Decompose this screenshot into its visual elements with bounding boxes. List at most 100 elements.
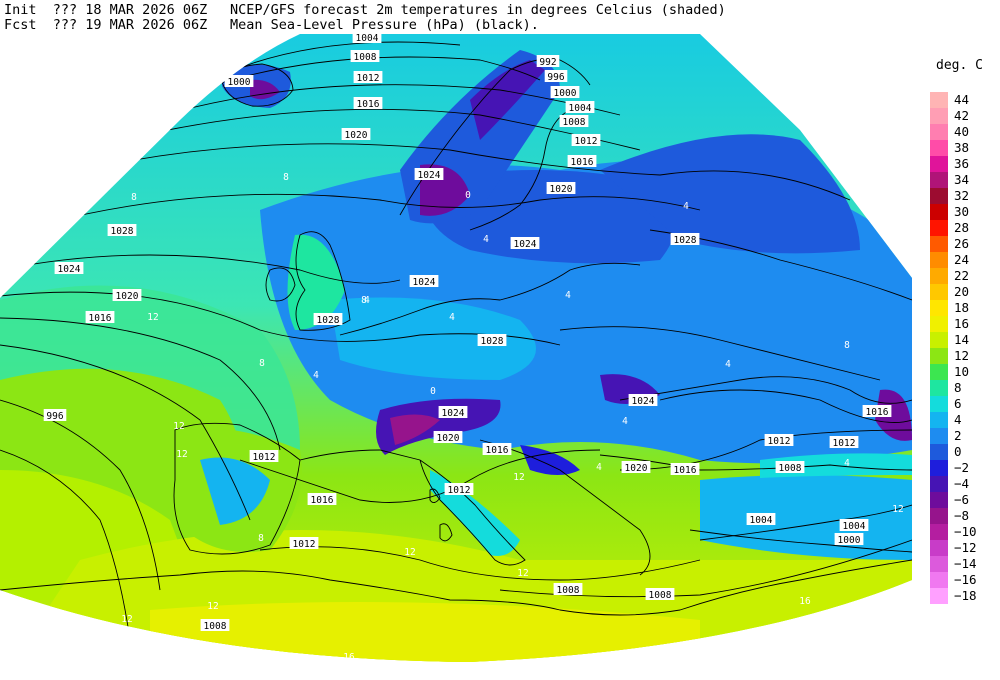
svg-text:1012: 1012 — [293, 539, 316, 550]
svg-text:1004: 1004 — [750, 515, 773, 526]
colorbar-entry: 24 — [930, 252, 990, 268]
colorbar-swatch — [930, 380, 948, 396]
temperature-label: 12 — [517, 568, 528, 579]
svg-text:996: 996 — [547, 72, 564, 83]
temperature-label: 16 — [799, 596, 811, 607]
isobar-label: 1024 — [414, 168, 444, 181]
colorbar-swatch — [930, 460, 948, 476]
isobar-label: 1028 — [313, 313, 343, 326]
svg-text:1024: 1024 — [632, 396, 655, 407]
colorbar-entry: 32 — [930, 188, 990, 204]
svg-text:1012: 1012 — [253, 452, 276, 463]
colorbar-label: −18 — [954, 588, 977, 603]
svg-text:1016: 1016 — [486, 445, 509, 456]
colorbar-swatch — [930, 364, 948, 380]
temperature-label: 8 — [844, 340, 850, 351]
svg-text:1028: 1028 — [481, 336, 504, 347]
temperature-label: 4 — [449, 312, 455, 323]
colorbar-label: 44 — [954, 92, 970, 107]
isobar-label: 1016 — [670, 463, 700, 476]
colorbar-swatch — [930, 316, 948, 332]
isobar-label: 1012 — [829, 436, 859, 449]
colorbar-swatch — [930, 284, 948, 300]
colorbar-entry: 26 — [930, 236, 990, 252]
svg-text:992: 992 — [539, 57, 556, 68]
svg-text:1000: 1000 — [228, 77, 251, 88]
temperature-label: 12 — [173, 421, 184, 432]
temperature-label: 4 — [683, 201, 689, 212]
colorbar-swatch — [930, 540, 948, 556]
colorbar-entry: 22 — [930, 268, 990, 284]
isobar-label: 1012 — [353, 71, 383, 84]
isobars — [0, 41, 912, 641]
colorbar-entry: 4 — [930, 412, 990, 428]
colorbar-label: 22 — [954, 268, 970, 283]
colorbar-entry: −10 — [930, 524, 990, 540]
colorbar-label: 10 — [954, 364, 970, 379]
svg-text:1028: 1028 — [674, 235, 697, 246]
svg-text:1004: 1004 — [356, 33, 379, 44]
isobar-label: 1020 — [341, 128, 371, 141]
colorbar-swatch — [930, 268, 948, 284]
colorbar-entry: −14 — [930, 556, 990, 572]
svg-text:1008: 1008 — [779, 463, 802, 474]
svg-text:1024: 1024 — [58, 264, 81, 275]
fcst-row: Fcst ??? 19 MAR 2026 06Z — [4, 17, 207, 33]
isobar-label: 1000 — [224, 75, 254, 88]
colorbar-label: 40 — [954, 124, 970, 139]
colorbar-entry: 6 — [930, 396, 990, 412]
temperature-label: 0 — [430, 386, 436, 397]
colorbar-swatch — [930, 204, 948, 220]
colorbar-label: −12 — [954, 540, 977, 555]
temperature-label: 4 — [565, 290, 571, 301]
colorbar-label: 16 — [954, 316, 970, 331]
svg-text:1020: 1020 — [345, 130, 368, 141]
isobar-label: 1004 — [746, 513, 776, 526]
temperature-label: 4 — [725, 359, 731, 370]
colorbar-swatch — [930, 188, 948, 204]
svg-text:1012: 1012 — [357, 73, 380, 84]
isobar-labels: 1004 1008 1012 1016 1000 1020 992 996 1000 1004 10… — [43, 31, 892, 632]
svg-text:1000: 1000 — [554, 88, 577, 99]
init-row: Init ??? 18 MAR 2026 06Z — [4, 2, 207, 18]
temperature-label: 8 — [259, 358, 265, 369]
temperature-label: 4 — [483, 234, 489, 245]
colorbar-swatch — [930, 108, 948, 124]
svg-text:1016: 1016 — [571, 157, 594, 168]
svg-text:1024: 1024 — [514, 239, 537, 250]
colorbar-swatch — [930, 524, 948, 540]
colorbar-label: 32 — [954, 188, 970, 203]
svg-text:1024: 1024 — [442, 408, 465, 419]
temperature-label: 8 — [283, 172, 289, 183]
colorbar-label: 12 — [954, 348, 970, 363]
colorbar-label: 20 — [954, 284, 970, 299]
isobar-label: 1004 — [565, 101, 595, 114]
temperature-label: 4 — [596, 462, 602, 473]
isobar-label: 1008 — [775, 461, 805, 474]
colorbar-label: −14 — [954, 556, 977, 571]
isobar-label: 1004 — [839, 519, 869, 532]
colorbar-label: 4 — [954, 412, 962, 427]
svg-text:1024: 1024 — [418, 170, 441, 181]
colorbar-entry: 20 — [930, 284, 990, 300]
colorbar-label: 8 — [954, 380, 962, 395]
colorbar-label: 38 — [954, 140, 970, 155]
temperature-label: 12 — [513, 472, 524, 483]
svg-text:1004: 1004 — [843, 521, 866, 532]
colorbar-label: 42 — [954, 108, 970, 123]
colorbar-entry: 34 — [930, 172, 990, 188]
colorbar-swatch — [930, 236, 948, 252]
isobar-label: 1020 — [621, 461, 651, 474]
temperature-label: 4 — [844, 458, 850, 469]
svg-text:1016: 1016 — [357, 99, 380, 110]
svg-text:1012: 1012 — [448, 485, 471, 496]
isobar-label: 1012 — [289, 537, 319, 550]
isobar-label: 1016 — [862, 405, 892, 418]
colorbar-entry: 14 — [930, 332, 990, 348]
svg-text:1008: 1008 — [563, 117, 586, 128]
isobar-label: 1008 — [350, 50, 380, 63]
colorbar-entry: 2 — [930, 428, 990, 444]
svg-text:1008: 1008 — [557, 585, 580, 596]
isobar-label: 996 — [43, 409, 67, 422]
svg-text:1012: 1012 — [768, 436, 791, 447]
